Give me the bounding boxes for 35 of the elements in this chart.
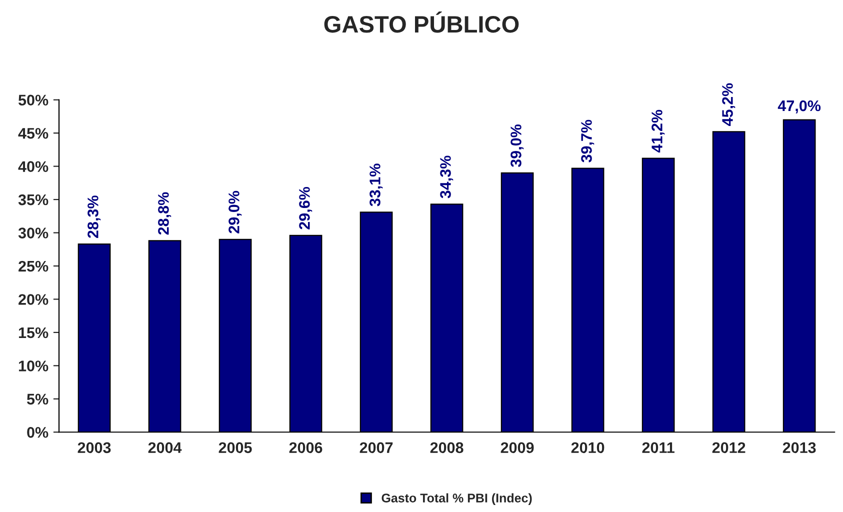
- x-tick-label: 2008: [430, 442, 464, 454]
- x-tick-label: 2006: [289, 442, 322, 454]
- x-tick-label: 2013: [782, 442, 816, 454]
- y-tick-label: 15%: [18, 327, 48, 338]
- y-tick-label: 25%: [18, 260, 48, 272]
- data-label: 28,3%: [88, 196, 101, 238]
- chart-title: GASTO PÚBLICO: [324, 12, 519, 33]
- x-tick-label: 2005: [218, 442, 252, 454]
- data-label: 45,2%: [722, 83, 736, 126]
- data-label: 41,2%: [652, 110, 665, 153]
- data-label: 39,0%: [510, 124, 524, 168]
- x-tick-label: 2010: [571, 442, 604, 454]
- x-tick-label: 2007: [360, 442, 393, 454]
- y-tick-label: 50%: [18, 94, 48, 106]
- data-label: 28,8%: [158, 192, 172, 235]
- x-tick-label: 2011: [642, 442, 674, 454]
- y-tick-label: 45%: [18, 128, 48, 139]
- y-tick-label: 5%: [26, 394, 48, 405]
- data-label: 33,1%: [370, 164, 383, 206]
- y-tick-label: 10%: [18, 360, 48, 372]
- x-tick-label: 2004: [148, 442, 182, 454]
- x-tick-label: 2003: [78, 442, 111, 454]
- data-label: 34,3%: [440, 156, 454, 198]
- data-label: 39,7%: [581, 120, 594, 162]
- data-label: 47,0%: [778, 100, 821, 114]
- data-label: 29,6%: [299, 186, 312, 230]
- y-tick-label: 30%: [18, 228, 48, 238]
- y-tick-label: 35%: [18, 194, 48, 206]
- data-label: 29,0%: [228, 190, 242, 234]
- x-tick-label: 2009: [500, 442, 534, 454]
- y-tick-label: 40%: [18, 161, 48, 172]
- x-tick-label: 2012: [712, 442, 746, 454]
- y-tick-label: 0%: [27, 426, 48, 438]
- y-tick-label: 20%: [18, 294, 48, 305]
- legend-label: Gasto Total % PBI (Indec): [382, 493, 532, 505]
